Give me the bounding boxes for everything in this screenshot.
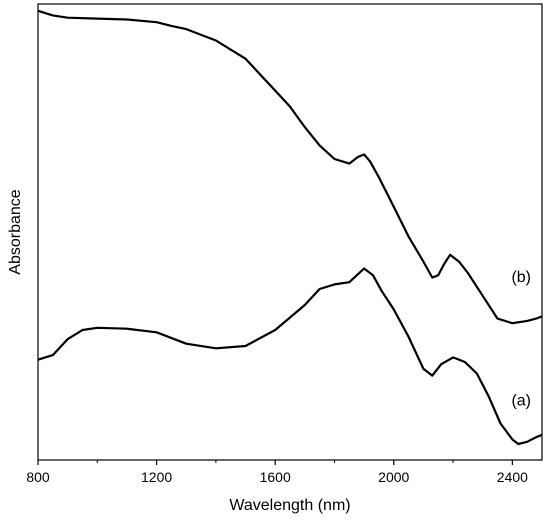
- x-tick-label: 2400: [497, 469, 528, 485]
- plot-frame: [37, 3, 543, 461]
- series-labels: (b) (a): [511, 269, 531, 409]
- x-tick-label: 800: [26, 469, 50, 485]
- series-line-0: [37, 9, 543, 325]
- x-tick-label: 1200: [141, 469, 172, 485]
- y-axis-title: Absorbance: [7, 189, 24, 274]
- plot-area: [37, 3, 543, 461]
- x-tick-label: 2000: [378, 469, 409, 485]
- x-axis-title: Wavelength (nm): [229, 497, 350, 514]
- x-tick-label: 1600: [260, 469, 291, 485]
- series-label-0: (b): [511, 269, 531, 286]
- series-label-1: (a): [511, 392, 531, 409]
- x-axis: 800 1200 1600 2000 2400: [26, 460, 528, 485]
- series-line-1: [37, 267, 543, 446]
- series-layer: [37, 9, 543, 446]
